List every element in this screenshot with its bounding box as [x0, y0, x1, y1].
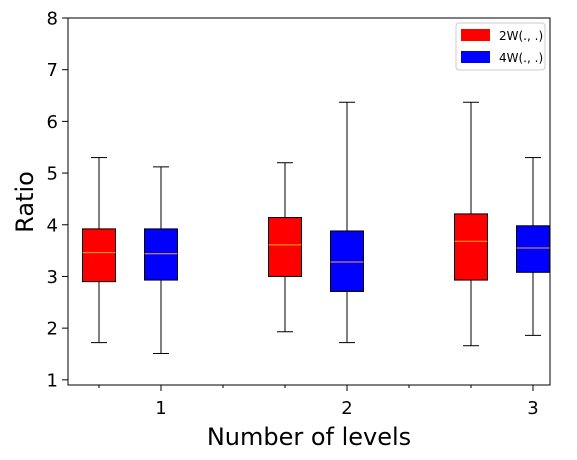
iqr-box	[330, 230, 364, 292]
y-tick-label: 6	[47, 112, 58, 133]
box-2w-level-2	[268, 162, 302, 333]
y-tick-label: 5	[47, 164, 58, 185]
y-tick-label: 8	[47, 9, 58, 30]
plot-frame	[67, 17, 551, 386]
iqr-box	[454, 213, 488, 281]
y-axis: 1 2 3 4 5 6 7 8	[47, 9, 68, 391]
y-axis-label: Ratio	[11, 171, 39, 233]
box-4w-level-3	[516, 157, 550, 336]
legend-swatch-2w	[461, 29, 490, 41]
legend-label-2w: 2W(., .)	[499, 29, 543, 43]
iqr-box	[144, 228, 178, 281]
x-tick-label: 1	[155, 398, 166, 419]
box-2w-level-1	[82, 157, 116, 344]
x-axis-label: Number of levels	[207, 423, 411, 451]
box-4w-level-2	[330, 101, 364, 344]
box-2w-level-3	[454, 101, 488, 347]
iqr-box	[268, 217, 302, 277]
y-tick-label: 1	[47, 370, 58, 391]
y-tick-label: 2	[47, 319, 58, 340]
legend: 2W(., .) 4W(., .)	[455, 22, 546, 71]
iqr-box	[516, 225, 550, 273]
x-tick-label: 3	[527, 398, 538, 419]
x-axis: 1 2 3	[98, 385, 539, 419]
y-tick-label: 4	[47, 215, 58, 236]
y-tick-label: 7	[47, 60, 58, 81]
legend-label-4w: 4W(., .)	[499, 51, 543, 65]
iqr-box	[82, 228, 116, 283]
box-series	[82, 101, 550, 354]
x-tick-label: 2	[341, 398, 352, 419]
y-tick-label: 3	[47, 267, 58, 288]
box-4w-level-1	[144, 166, 178, 354]
legend-swatch-4w	[461, 51, 490, 63]
